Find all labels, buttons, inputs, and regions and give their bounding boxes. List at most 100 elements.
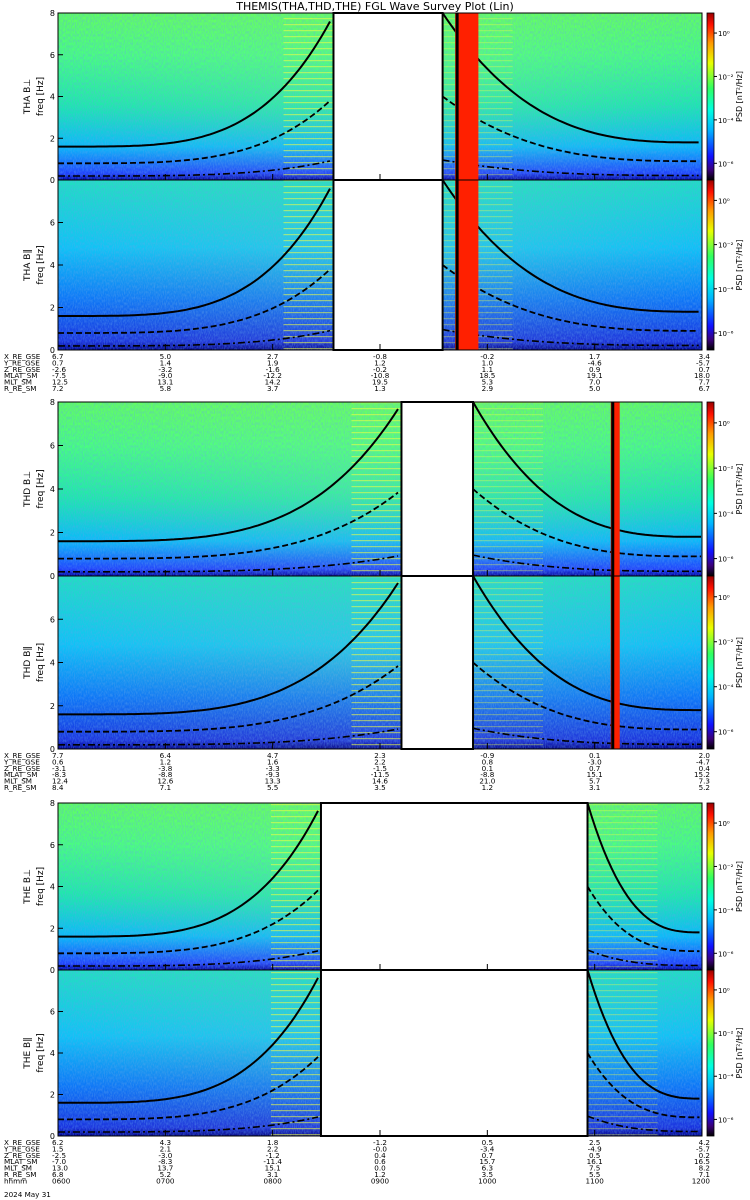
colorbar-tick-label: 10⁻²	[718, 639, 734, 647]
ephemeris-value: 3.4	[699, 352, 711, 361]
y-tick-label: 6	[50, 1008, 55, 1017]
ephemeris-label: Y_RE_GSE	[3, 1144, 40, 1153]
harmonic-band	[351, 576, 402, 749]
ephemeris-value: 2.0	[699, 751, 711, 760]
ephemeris-value: 18.0	[694, 371, 710, 380]
ephemeris-label: Y_RE_GSE	[3, 757, 40, 766]
ephemeris-value: -9.0	[158, 371, 172, 380]
ephemeris-label: R_RE_SM	[4, 384, 36, 393]
ephemeris-label: MLT_SM	[4, 1164, 32, 1173]
y-tick-label: 2	[50, 702, 55, 711]
ephemeris-value: 5.2	[699, 783, 710, 792]
ephemeris-value: 1.7	[589, 352, 600, 361]
ephemeris-value: 0.4	[374, 1151, 386, 1160]
ephemeris-value: -3.8	[158, 764, 172, 773]
y-tick-label: 8	[50, 398, 55, 407]
colorbar-tick-label: 10⁻⁶	[718, 950, 734, 958]
ephemeris-label: X_RE_GSE	[4, 751, 41, 760]
ephemeris-value: -7.5	[52, 371, 66, 380]
ephemeris-value: 1.0	[482, 358, 494, 367]
colorbar-tick-label: 10⁻²	[718, 863, 734, 871]
ephemeris-value: 8.2	[699, 1164, 710, 1173]
ephemeris-value: 19.1	[587, 371, 603, 380]
y-axis-unit: freq [Hz]	[36, 643, 46, 682]
harmonic-band	[587, 970, 658, 1136]
y-tick-label: 4	[50, 659, 55, 668]
ephemeris-value: -3.2	[158, 365, 172, 374]
ephemeris-value: 3.1	[589, 783, 600, 792]
cyclotron-curve	[442, 159, 699, 177]
ephemeris-value: 15.1	[265, 1164, 281, 1173]
ephemeris-label: X_RE_GSE	[4, 1138, 41, 1147]
colorbar-tick-label: 10⁻²	[718, 242, 734, 250]
ephemeris-value: 13.3	[265, 777, 281, 786]
colorbar-tick-label: 10⁻⁶	[718, 160, 734, 168]
y-tick-label: 0	[50, 1132, 55, 1141]
y-axis-label: THE B‖	[23, 1037, 33, 1070]
ephemeris-label: MLAT_SM	[4, 371, 37, 380]
ephemeris-value: 2.9	[482, 384, 494, 393]
cyclotron-curve	[58, 1116, 319, 1133]
ephemeris-value: 0.2	[699, 1151, 710, 1160]
spectrogram-panel: 0 2 4 6 THD B‖ freq [Hz] 10⁰ 10⁻² 10⁻⁴ 10⁻⁶ PSD [n…	[23, 575, 744, 754]
cyclotron-curve	[58, 977, 319, 1104]
ephemeris-value: 16.5	[694, 1157, 710, 1166]
cyclotron-curve	[58, 665, 399, 733]
cyclotron-curve	[58, 491, 399, 560]
ephemeris-value: -8.3	[158, 1157, 172, 1166]
colorbar-tick-label: 10⁻⁶	[718, 729, 734, 737]
ephemeris-value: 0700	[156, 1176, 175, 1185]
ephemeris-label: MLT_SM	[4, 378, 32, 387]
ephemeris-value: 7.1	[160, 783, 171, 792]
cyclotron-curve	[58, 408, 399, 543]
ephemeris-value: 14.2	[265, 378, 281, 387]
ephemeris-value: 12.5	[52, 378, 68, 387]
cyclotron-curve	[586, 886, 700, 953]
colorbar-label: PSD [nT²/Hz]	[735, 1028, 744, 1079]
ephemeris-value: 5.5	[589, 1170, 600, 1179]
ephemeris-value: -2.6	[52, 365, 66, 374]
cyclotron-curve	[58, 100, 331, 165]
y-tick-label: 0	[50, 176, 55, 185]
cyclotron-curve	[472, 575, 702, 712]
y-axis-unit: freq [Hz]	[36, 1033, 46, 1072]
ephemeris-value: -0.2	[373, 365, 387, 374]
ephemeris-value: 0.7	[482, 1151, 493, 1160]
ephemeris-value: -1.2	[373, 1138, 387, 1147]
cyclotron-curve	[472, 488, 702, 558]
cyclotron-curve	[58, 810, 319, 938]
ephemeris-value: -3.3	[266, 764, 280, 773]
ephemeris-value: 0.7	[52, 358, 63, 367]
y-tick-label: 6	[50, 219, 55, 228]
ephemeris-value: 15.1	[587, 770, 603, 779]
y-tick-label: 0	[50, 572, 55, 581]
y-axis-label: THA B⊥	[23, 79, 33, 115]
colorbar	[706, 969, 715, 1137]
ephemeris-value: 4.7	[267, 751, 278, 760]
ephemeris-value: 19.5	[372, 378, 388, 387]
cyclotron-curve	[58, 1056, 319, 1121]
spectrogram-panel: 0 2 4 6 THA B‖ freq [Hz] 10⁰ 10⁻² 10⁻⁴ 10⁻⁶ PSD [n…	[23, 179, 744, 355]
harmonic-band	[473, 402, 544, 576]
ephemeris-value: -4.9	[588, 1144, 602, 1153]
ephemeris-value: 0.6	[52, 757, 64, 766]
cyclotron-curve	[442, 264, 699, 332]
ephemeris-label: X_RE_GSE	[4, 352, 41, 361]
cyclotron-curve	[58, 950, 319, 967]
ephemeris-value: 3.5	[482, 1170, 493, 1179]
colorbar-tick-label: 10⁻⁴	[718, 286, 734, 294]
colorbar-tick-label: 10⁻⁴	[718, 907, 734, 915]
ephemeris-value: -8.8	[158, 770, 172, 779]
saturated-span	[610, 576, 620, 749]
ephemeris-value: -4.7	[696, 757, 710, 766]
ephemeris-label: MLAT_SM	[4, 1157, 37, 1166]
colorbar-tick-label: 10⁻⁴	[718, 684, 734, 692]
ephemeris-label: R_RE_SM	[4, 1170, 36, 1179]
spectrogram-panel: 0 2 4 6 THE B‖ freq [Hz] 10⁰ 10⁻² 10⁻⁴ 10⁻⁶ PSD [n…	[23, 969, 744, 1141]
ephemeris-label: MLAT_SM	[4, 770, 37, 779]
ephemeris-value: -5.7	[696, 358, 710, 367]
ephemeris-value: 1.8	[267, 1138, 279, 1147]
ephemeris-value: 0.5	[482, 1138, 493, 1147]
y-tick-label: 0	[50, 966, 55, 975]
